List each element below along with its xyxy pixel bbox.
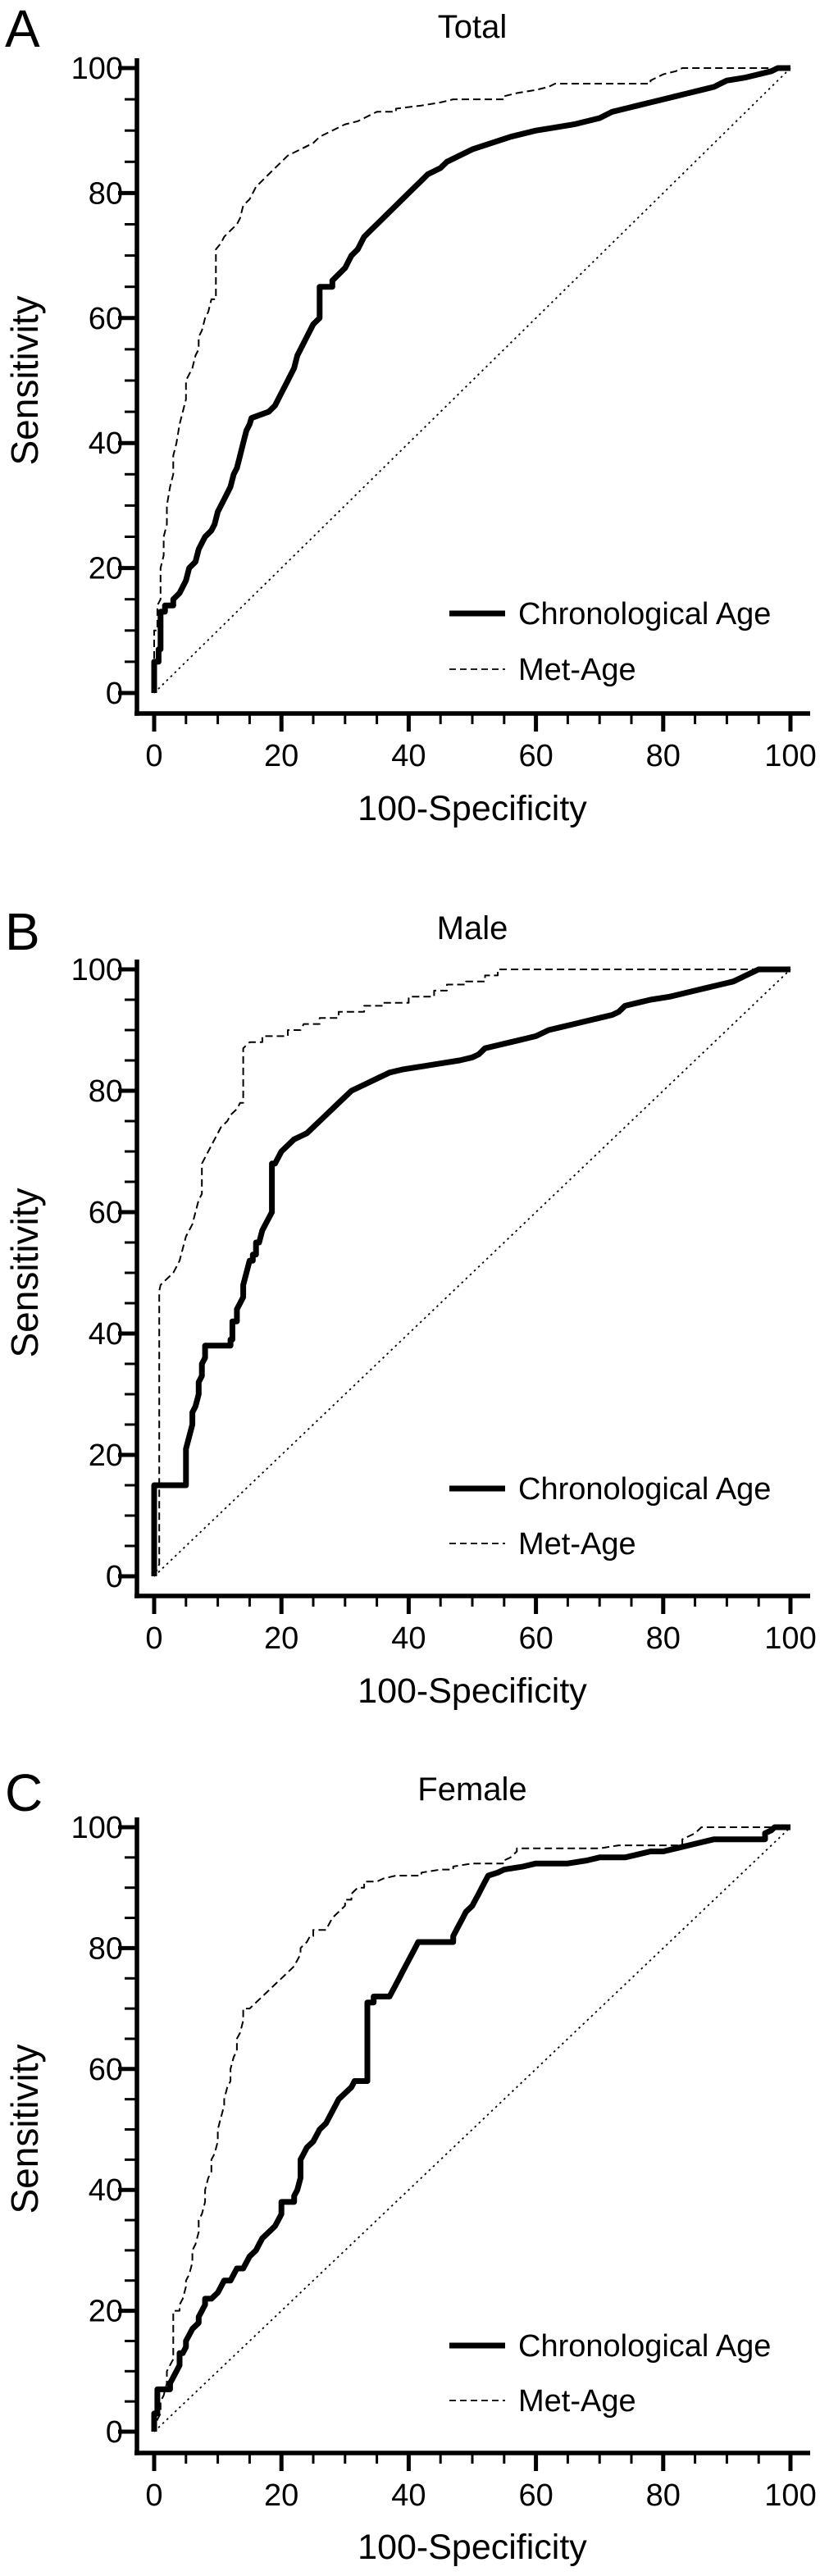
legend-label-met-age: Met-Age bbox=[518, 1527, 636, 1562]
y-tick-label: 40 bbox=[89, 426, 123, 461]
x-tick-label: 60 bbox=[518, 739, 553, 773]
y-tick-label: 0 bbox=[106, 2415, 123, 2450]
x-tick-label: 20 bbox=[264, 739, 298, 773]
legend-label-chronological-age: Chronological Age bbox=[518, 1472, 771, 1507]
x-tick-label: 100 bbox=[764, 2478, 816, 2513]
x-tick-label: 40 bbox=[391, 739, 426, 773]
y-tick-label: 0 bbox=[106, 677, 123, 711]
y-tick-label: 40 bbox=[89, 1317, 123, 1352]
y-tick-label: 100 bbox=[71, 1811, 123, 1845]
x-tick-label: 40 bbox=[391, 2478, 426, 2513]
y-tick-label: 20 bbox=[89, 2295, 123, 2329]
panel-title: Male bbox=[437, 910, 508, 946]
y-tick-label: 60 bbox=[89, 302, 123, 336]
x-axis-label: 100-Specificity bbox=[358, 2528, 587, 2567]
panel-letter: B bbox=[5, 902, 40, 961]
y-axis-label: Sensitivity bbox=[3, 295, 46, 465]
legend-label-chronological-age: Chronological Age bbox=[518, 2329, 771, 2364]
met-age-curve bbox=[153, 67, 790, 693]
x-tick-label: 0 bbox=[145, 2478, 162, 2513]
y-tick-label: 80 bbox=[89, 176, 123, 211]
panel-letter: C bbox=[5, 1763, 43, 1822]
y-tick-label: 60 bbox=[89, 1196, 123, 1230]
y-tick-label: 100 bbox=[71, 953, 123, 987]
x-tick-label: 0 bbox=[145, 1621, 162, 1656]
panel-letter: A bbox=[5, 0, 40, 58]
x-tick-label: 40 bbox=[391, 1621, 426, 1656]
panel-title: Total bbox=[438, 9, 508, 45]
chronological-age-curve bbox=[151, 1824, 790, 2432]
y-axis-label: Sensitivity bbox=[3, 2044, 46, 2214]
y-tick-label: 80 bbox=[89, 1931, 123, 1966]
y-tick-label: 40 bbox=[89, 2173, 123, 2208]
chronological-age-curve bbox=[151, 65, 790, 693]
x-tick-label: 80 bbox=[646, 739, 681, 773]
y-tick-label: 20 bbox=[89, 1438, 123, 1473]
x-tick-label: 100 bbox=[764, 739, 816, 773]
chronological-age-curve bbox=[151, 966, 790, 1576]
x-tick-label: 20 bbox=[264, 2478, 298, 2513]
x-tick-label: 60 bbox=[518, 1621, 553, 1656]
x-tick-label: 20 bbox=[264, 1621, 298, 1656]
panel-female: C Female 0 20 40 60 80 100 0 20 40 60 80 100 100-Speci… bbox=[3, 1763, 817, 2567]
y-tick-label: 0 bbox=[106, 1560, 123, 1594]
met-age-curve bbox=[153, 1826, 790, 2432]
panel-total: A Total 0 20 40 60 80 100 0 20 40 60 80 100 100-Specif… bbox=[3, 0, 817, 828]
legend-label-chronological-age: Chronological Age bbox=[518, 597, 771, 631]
panel-title: Female bbox=[417, 1771, 526, 1808]
x-tick-label: 80 bbox=[646, 1621, 681, 1656]
legend-label-met-age: Met-Age bbox=[518, 2384, 636, 2419]
y-tick-label: 60 bbox=[89, 2053, 123, 2087]
y-tick-label: 20 bbox=[89, 552, 123, 586]
panel-male: B Male 0 20 40 60 80 100 0 20 40 60 80 100 100-Specifi… bbox=[3, 902, 817, 1711]
y-axis-label: Sensitivity bbox=[3, 1188, 46, 1357]
x-axis-label: 100-Specificity bbox=[358, 789, 587, 828]
x-tick-label: 100 bbox=[764, 1621, 816, 1656]
x-tick-label: 60 bbox=[518, 2478, 553, 2513]
x-tick-label: 80 bbox=[646, 2478, 681, 2513]
x-axis-label: 100-Specificity bbox=[358, 1671, 587, 1711]
met-age-curve bbox=[153, 969, 790, 1577]
y-tick-label: 100 bbox=[71, 52, 123, 86]
legend-label-met-age: Met-Age bbox=[518, 653, 636, 687]
x-tick-label: 0 bbox=[145, 739, 162, 773]
y-tick-label: 80 bbox=[89, 1074, 123, 1109]
